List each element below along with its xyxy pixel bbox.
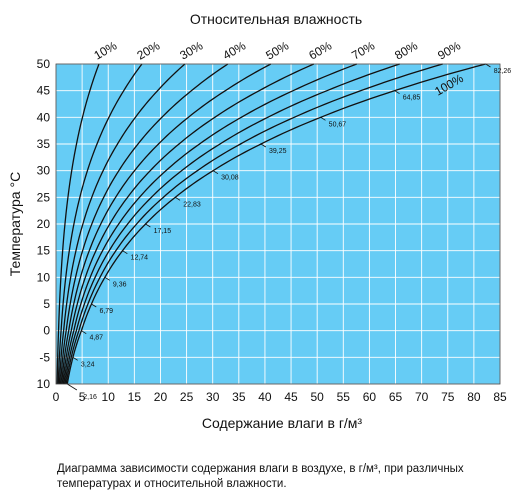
y-tick-label: -5 [39,350,50,364]
series-label: 10% [91,38,119,62]
value-label: 17,15 [154,228,172,235]
axes: 0 5 10 15 20 25 30 35 40 45 50 55 60 65 70 75 80 85 10 -5 0 5… [37,57,507,404]
y-tick-label: 20 [37,217,51,231]
y-tick-label: 35 [37,137,51,151]
value-tick [394,90,400,95]
value-tick [81,330,87,335]
series-label: 90% [435,38,463,62]
curve-40pct [59,63,229,385]
humidity-chart: Относительная влажность 10% 20% 30% 40% 50% 6… [7,11,512,431]
x-tick-label: 15 [128,390,142,404]
curve-90pct [65,63,443,385]
curve-60pct [62,63,315,385]
y-tick-label: 25 [37,190,51,204]
y-tick-label: 0 [43,324,50,338]
x-tick-label: 35 [232,390,246,404]
value-tick [72,356,78,361]
x-tick-label: 20 [154,390,168,404]
x-tick-label: 60 [363,390,377,404]
value-label: 4,87 [89,335,103,342]
series-label: 80% [392,38,420,62]
series-label: 40% [220,38,248,62]
x-tick-label: 80 [467,390,481,404]
curve-30pct [58,63,186,385]
series-label: 60% [306,38,334,62]
value-tick [485,63,491,68]
y-axis-label: Температура °С [7,172,23,276]
y-tick-label: 10 [37,270,51,284]
x-tick-label: 40 [258,390,272,404]
series-label: 70% [349,38,377,62]
series-label: 30% [177,38,205,62]
value-tick [175,196,181,201]
series-label: 20% [134,38,162,62]
curve-20pct [57,63,143,385]
y-tick-label: 5 [43,297,50,311]
plot-frame [55,63,501,385]
value-label: 82,26 [494,68,512,75]
y-tick-label: 45 [37,84,51,98]
series-label: 50% [263,38,291,62]
y-tick-label: 10 [37,377,51,391]
y-tick-label: 50 [37,57,51,71]
curve-80pct [64,63,400,385]
value-tick [104,276,110,281]
value-tick [91,303,97,308]
x-tick-label: 55 [337,390,351,404]
value-labels: 2,16 3,24 4,87 6,79 9,36 12,74 17,15 22,83 30,08… [67,63,512,401]
chart-caption: Диаграмма зависимости содержания влаги в… [57,463,464,490]
x-tick-label: 30 [206,390,220,404]
x-tick-label: 65 [389,390,403,404]
x-tick-label: 45 [284,390,298,404]
x-tick-label: 75 [441,390,455,404]
y-tick-label: 15 [37,244,51,258]
value-tick [212,170,219,175]
x-tick-label: 70 [415,390,429,404]
value-tick [320,116,326,121]
x-axis-label: Содержание влаги в г/м³ [202,415,363,431]
curve-70pct [63,63,358,385]
curve-50pct [60,63,272,385]
x-tick-label: 10 [102,390,116,404]
value-tick [122,250,128,255]
value-label: 3,24 [81,361,95,368]
value-label: 39,25 [269,148,287,155]
value-label: 12,74 [131,255,149,262]
y-tick-label: 40 [37,110,51,124]
value-label: 22,83 [183,201,201,208]
y-tick-label: 30 [37,164,51,178]
x-tick-label: 25 [180,390,194,404]
x-tick-label: 50 [310,390,324,404]
x-tick-label: 5 [79,390,86,404]
value-label: 6,79 [99,308,113,315]
value-tick [67,383,78,391]
value-label: 30,08 [221,175,239,182]
x-tick-label: 85 [493,390,507,404]
value-tick [260,143,267,148]
curve-10pct [56,63,100,385]
x-tick-label: 0 [53,390,60,404]
value-label: 64,85 [403,95,421,102]
value-label: 2,16 [83,394,97,401]
value-tick [145,223,151,228]
chart-title: Относительная влажность [190,11,362,27]
value-label: 50,67 [329,121,347,128]
value-label: 9,36 [113,281,127,288]
